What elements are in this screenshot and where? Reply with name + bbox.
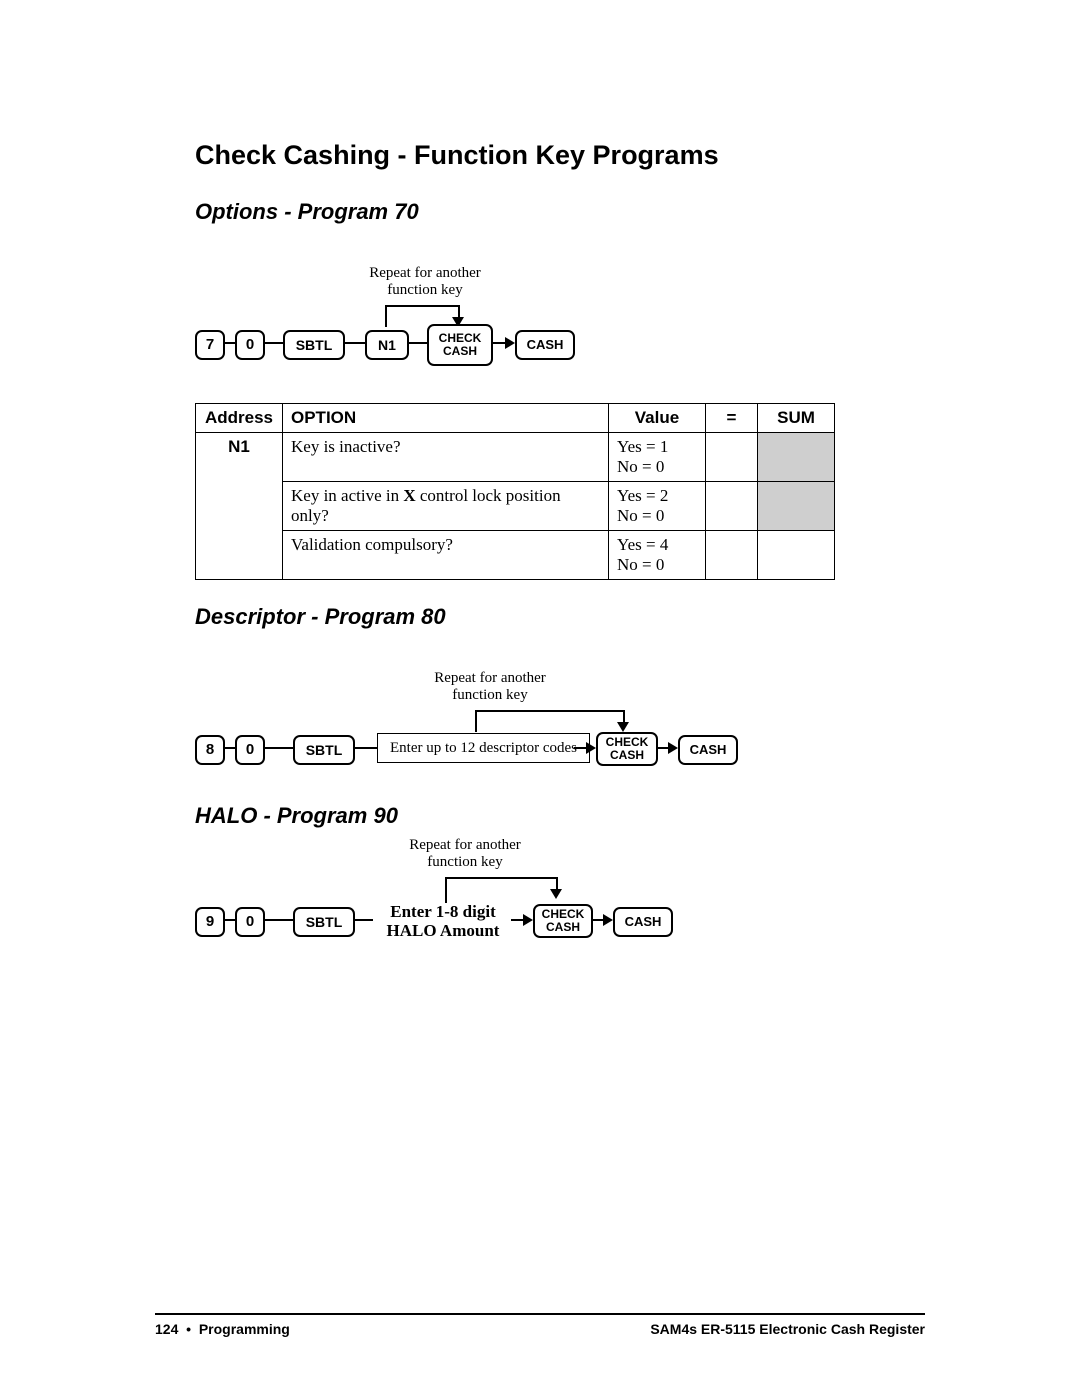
key-check-cash: CHECK CASH [427,324,493,366]
arrow-icon [523,914,533,926]
key-cash: CASH [678,735,738,765]
connector [407,342,427,344]
text: Key in active in [291,486,403,505]
cell-addr: N1 [196,433,283,580]
connector [343,342,365,344]
loop-line [445,877,447,903]
cell-eq [706,482,758,531]
cell-option: Key in active in X control lock position… [283,482,609,531]
bold-x: X [403,486,415,505]
repeat-caption: Repeat for another function key [345,265,505,298]
connector [263,342,283,344]
cell-sum [758,531,835,580]
cell-eq [706,531,758,580]
page-footer: 124 • Programming SAM4s ER-5115 Electron… [155,1313,925,1337]
cell-value: Yes = 1 No = 0 [609,433,706,482]
arrow-icon [668,742,678,754]
repeat-caption: Repeat for another function key [410,670,570,703]
descriptor-entry-box: Enter up to 12 descriptor codes [377,733,590,763]
options-table: Address OPTION Value = SUM N1 Key is ina… [195,403,835,580]
cell-sum [758,433,835,482]
page: Check Cashing - Function Key Programs Op… [0,0,1080,1397]
loop-line [475,710,625,712]
col-sum: SUM [758,404,835,433]
connector [353,919,373,921]
page-title: Check Cashing - Function Key Programs [195,140,890,171]
halo-entry-label: Enter 1-8 digit HALO Amount [373,903,513,940]
cell-value: Yes = 4 No = 0 [609,531,706,580]
col-option: OPTION [283,404,609,433]
loop-line [445,877,558,879]
connector [223,342,235,344]
key-0: 0 [235,330,265,360]
key-n1: N1 [365,330,409,360]
key-check-cash: CHECK CASH [533,904,593,938]
connector [263,747,293,749]
connector [263,919,293,921]
connector [223,919,235,921]
page-number: 124 [155,1321,178,1337]
options-heading: Options - Program 70 [195,199,890,225]
col-address: Address [196,404,283,433]
loop-line [385,305,387,327]
section-name: Programming [199,1321,290,1337]
connector [353,747,377,749]
key-0: 0 [235,907,265,937]
halo-heading: HALO - Program 90 [195,803,890,829]
loop-line [475,710,477,732]
halo-flow: Repeat for another function key 9 0 SBTL… [195,837,890,957]
loop-line [385,305,460,307]
col-value: Value [609,404,706,433]
key-7: 7 [195,330,225,360]
arrow-icon [505,337,515,349]
key-label: CASH [610,749,644,762]
footer-right: SAM4s ER-5115 Electronic Cash Register [650,1321,925,1337]
key-sbtl: SBTL [283,330,345,360]
key-cash: CASH [613,907,673,937]
arrow-icon [550,889,562,899]
text: Enter 1-8 digit [390,902,495,921]
text: HALO Amount [387,921,500,940]
descriptor-flow: Repeat for another function key 8 0 SBTL… [195,670,890,785]
connector [223,747,235,749]
table-row: Key in active in X control lock position… [196,482,835,531]
cell-eq [706,433,758,482]
key-sbtl: SBTL [293,735,355,765]
key-sbtl: SBTL [293,907,355,937]
footer-left: 124 • Programming [155,1321,290,1337]
arrow-icon [617,722,629,732]
key-9: 9 [195,907,225,937]
table-row: Validation compulsory? Yes = 4 No = 0 [196,531,835,580]
key-label: CASH [443,345,477,358]
key-8: 8 [195,735,225,765]
bullet: • [186,1321,191,1337]
key-cash: CASH [515,330,575,360]
table-row: N1 Key is inactive? Yes = 1 No = 0 [196,433,835,482]
key-0: 0 [235,735,265,765]
arrow-icon [586,742,596,754]
options-flow: Repeat for another function key 7 0 SBTL… [195,265,890,385]
cell-option: Key is inactive? [283,433,609,482]
cell-value: Yes = 2 No = 0 [609,482,706,531]
arrow-icon [603,914,613,926]
descriptor-heading: Descriptor - Program 80 [195,604,890,630]
table-header-row: Address OPTION Value = SUM [196,404,835,433]
key-check-cash: CHECK CASH [596,732,658,766]
col-eq: = [706,404,758,433]
key-label: CASH [546,921,580,934]
repeat-caption: Repeat for another function key [385,837,545,870]
cell-sum [758,482,835,531]
cell-option: Validation compulsory? [283,531,609,580]
